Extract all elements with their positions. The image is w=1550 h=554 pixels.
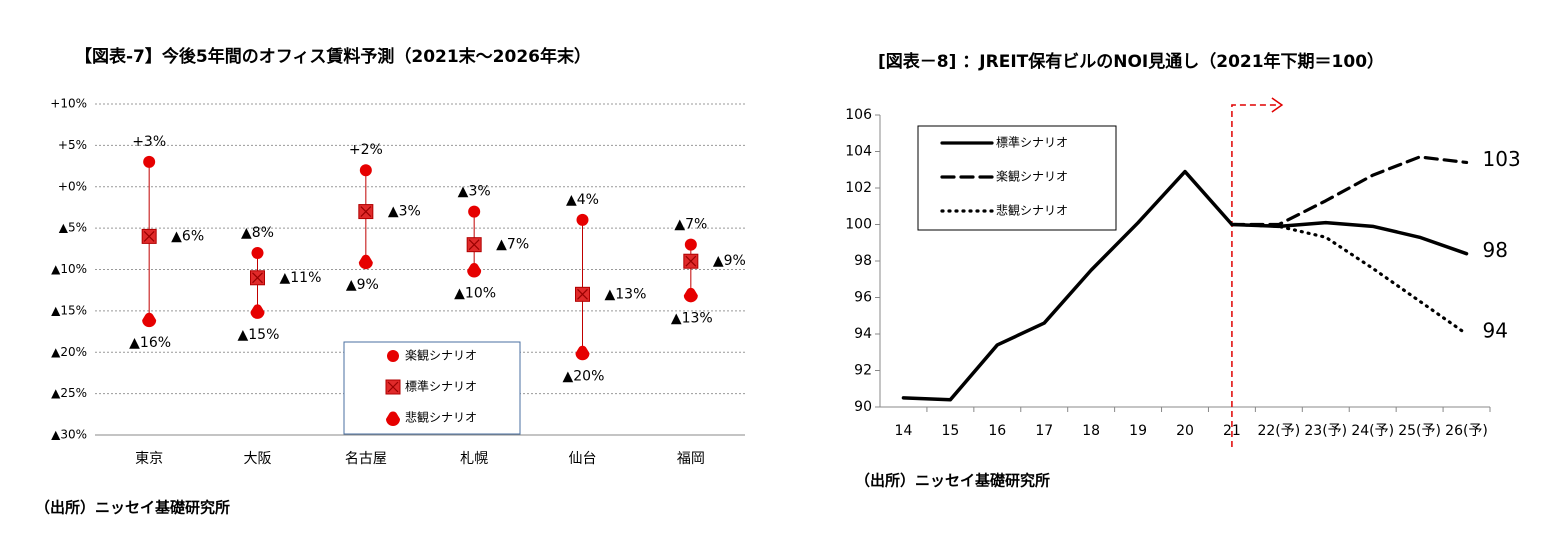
marker-cross — [252, 272, 263, 284]
data-label: +2% — [349, 142, 383, 158]
y-tick-label: ▲15% — [51, 303, 87, 317]
marker-cross — [360, 206, 372, 217]
y-tick-label: 92 — [854, 363, 872, 379]
marker-circle — [359, 164, 372, 177]
y-tick-label: 106 — [845, 107, 872, 123]
series-line — [901, 169, 1469, 402]
y-tick-label: ▲30% — [51, 428, 87, 442]
marker-circle — [576, 213, 589, 226]
legend-label: 楽観シナリオ — [996, 170, 1068, 184]
marker-cross — [685, 255, 697, 267]
x-tick-label: 26(予) — [1445, 423, 1488, 439]
x-tick-label: 23(予) — [1304, 423, 1347, 439]
x-tick-label: 東京 — [135, 451, 163, 467]
source-note: （出所）ニッセイ基礎研究所 — [35, 499, 230, 517]
y-tick-label: +10% — [50, 97, 87, 111]
source-note: （出所）ニッセイ基礎研究所 — [855, 472, 1050, 490]
y-tick-label: ▲5% — [59, 221, 87, 235]
x-tick-label: 名古屋 — [345, 451, 387, 467]
y-tick-label: 90 — [854, 399, 872, 415]
y-tick-label: 94 — [854, 326, 872, 342]
data-label: ▲7% — [674, 217, 707, 233]
x-tick-label: 福岡 — [677, 451, 705, 467]
marker-circle — [468, 205, 481, 218]
y-tick-label: 96 — [854, 290, 872, 306]
marker-half-circle — [358, 254, 373, 270]
marker-circle — [387, 350, 399, 362]
marker-circle — [251, 246, 264, 259]
data-label: +3% — [132, 134, 166, 150]
x-tick-label: 14 — [895, 423, 913, 439]
forecast-divider — [1231, 104, 1280, 447]
legend-label: 悲観シナリオ — [405, 410, 477, 425]
x-tick-label: 19 — [1129, 423, 1147, 439]
x-tick-label: 大阪 — [244, 451, 272, 467]
legend-label: 悲観シナリオ — [996, 203, 1068, 218]
forecast-arrowhead — [1271, 97, 1284, 113]
data-label: ▲10% — [454, 286, 496, 302]
series-line — [1230, 222, 1469, 336]
chart-title: [図表－8] ：JREIT保有ビルのNOI見通し（2021年下期＝100） — [878, 51, 1384, 72]
data-label: ▲8% — [241, 225, 274, 241]
chart-title: 【図表-7】今後5年間のオフィス賃料予測（2021末～2026年末） — [75, 46, 591, 67]
x-tick-label: 25(予) — [1398, 423, 1441, 439]
data-label: ▲6% — [171, 228, 204, 244]
y-tick-label: ▲10% — [51, 262, 87, 276]
data-label: ▲13% — [671, 310, 713, 326]
y-tick-label: +5% — [58, 138, 87, 152]
x-tick-label: 札幌 — [460, 451, 488, 467]
x-tick-label: 24(予) — [1351, 423, 1394, 439]
x-tick-label: 15 — [941, 423, 959, 439]
data-label: ▲11% — [280, 270, 322, 286]
legend-label: 楽観シナリオ — [405, 349, 477, 363]
data-label: ▲9% — [713, 253, 746, 269]
x-tick-label: 16 — [988, 423, 1006, 439]
marker-circle — [684, 238, 697, 251]
marker-half-circle — [386, 411, 400, 426]
x-tick-label: 18 — [1082, 423, 1100, 439]
marker-cross — [577, 288, 588, 300]
data-label: ▲16% — [129, 335, 171, 351]
y-tick-label: ▲25% — [51, 386, 87, 400]
data-label: 94 — [1483, 319, 1508, 343]
x-tick-label: 仙台 — [569, 451, 597, 467]
y-tick-label: 100 — [845, 217, 872, 233]
y-tick-label: +0% — [58, 179, 87, 193]
marker-half-circle — [142, 312, 157, 328]
x-tick-label: 20 — [1176, 423, 1194, 439]
marker-cross — [468, 239, 480, 251]
x-tick-label: 17 — [1035, 423, 1053, 439]
marker-half-circle — [575, 345, 590, 361]
y-tick-label: ▲20% — [51, 345, 87, 359]
data-label: ▲3% — [388, 204, 421, 220]
legend-box — [343, 341, 521, 435]
marker-half-circle — [683, 287, 698, 303]
data-label: ▲20% — [563, 368, 605, 384]
marker-circle — [143, 155, 156, 168]
series-line — [1230, 155, 1469, 227]
data-label: ▲9% — [346, 277, 379, 293]
legend-label: 標準シナリオ — [996, 135, 1068, 150]
y-tick-label: 98 — [854, 253, 872, 269]
data-label: ▲4% — [566, 192, 599, 208]
marker-cross — [143, 230, 155, 242]
y-tick-label: 102 — [845, 180, 872, 196]
marker-cross — [387, 381, 399, 393]
data-label: ▲15% — [238, 327, 280, 343]
marker-half-circle — [467, 263, 482, 278]
x-tick-label: 22(予) — [1257, 423, 1300, 439]
data-label: ▲3% — [458, 184, 491, 200]
legend-label: 標準シナリオ — [405, 379, 477, 394]
marker-half-circle — [250, 304, 265, 319]
data-label: 103 — [1483, 147, 1521, 171]
y-tick-label: 104 — [845, 144, 872, 160]
data-label: 98 — [1483, 238, 1508, 262]
data-label: ▲7% — [496, 237, 529, 253]
data-label: ▲13% — [605, 286, 647, 302]
